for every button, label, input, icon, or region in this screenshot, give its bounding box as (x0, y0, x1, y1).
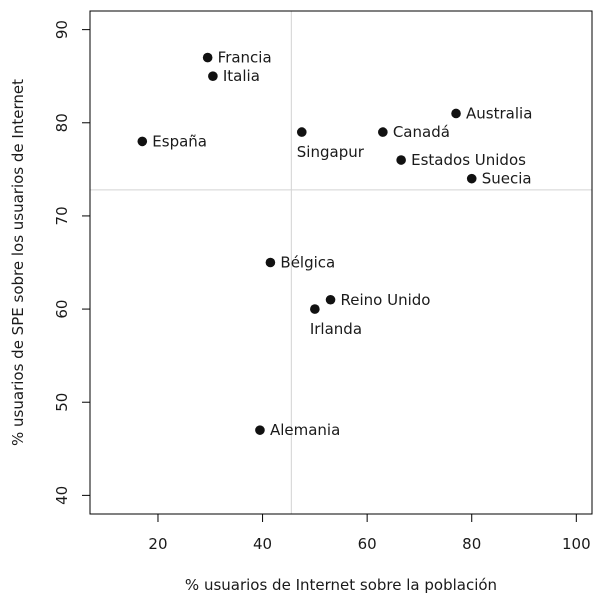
data-point (296, 127, 307, 137)
y-tick-label: 40 (53, 486, 71, 505)
data-point (325, 294, 336, 305)
y-tick-label: 50 (53, 393, 71, 412)
data-point (466, 173, 477, 184)
point-label: Francia (218, 49, 272, 67)
x-tick-label: 100 (562, 535, 591, 553)
x-axis-title: % usuarios de Internet sobre la població… (185, 576, 497, 594)
data-point (378, 127, 388, 137)
point-label: Singapur (297, 143, 365, 161)
data-points (137, 52, 477, 435)
y-tick-label: 60 (53, 300, 71, 319)
point-label: España (152, 132, 207, 150)
y-axis: 40 50 60 70 80 90 (53, 20, 90, 505)
y-axis-title: % usuarios de SPE sobre los usuarios de … (9, 79, 27, 446)
y-tick-label: 90 (53, 20, 71, 39)
x-tick-label: 20 (148, 535, 167, 553)
y-tick-label: 70 (53, 206, 71, 225)
point-label: Suecia (482, 170, 532, 188)
x-axis: 20 40 60 80 100 (148, 514, 591, 553)
plot-frame (89, 10, 593, 515)
data-point (208, 71, 218, 82)
point-label: Alemania (270, 421, 340, 439)
point-label: Reino Unido (341, 291, 431, 309)
point-label: Bélgica (280, 254, 335, 272)
point-label: Australia (466, 104, 532, 122)
x-tick-label: 60 (358, 535, 377, 553)
data-point (396, 155, 406, 165)
x-tick-label: 40 (253, 535, 272, 553)
data-point (202, 52, 213, 63)
point-label: Irlanda (310, 320, 362, 338)
y-tick-label: 80 (53, 113, 71, 132)
point-label: Canadá (393, 123, 450, 141)
data-point (137, 136, 148, 147)
point-label: Italia (223, 67, 260, 85)
reference-lines (90, 11, 592, 514)
x-tick-label: 80 (462, 535, 481, 553)
data-point (310, 304, 320, 314)
data-point (255, 425, 265, 435)
point-label: Estados Unidos (411, 151, 526, 169)
data-point (451, 108, 461, 119)
data-point (265, 257, 276, 268)
